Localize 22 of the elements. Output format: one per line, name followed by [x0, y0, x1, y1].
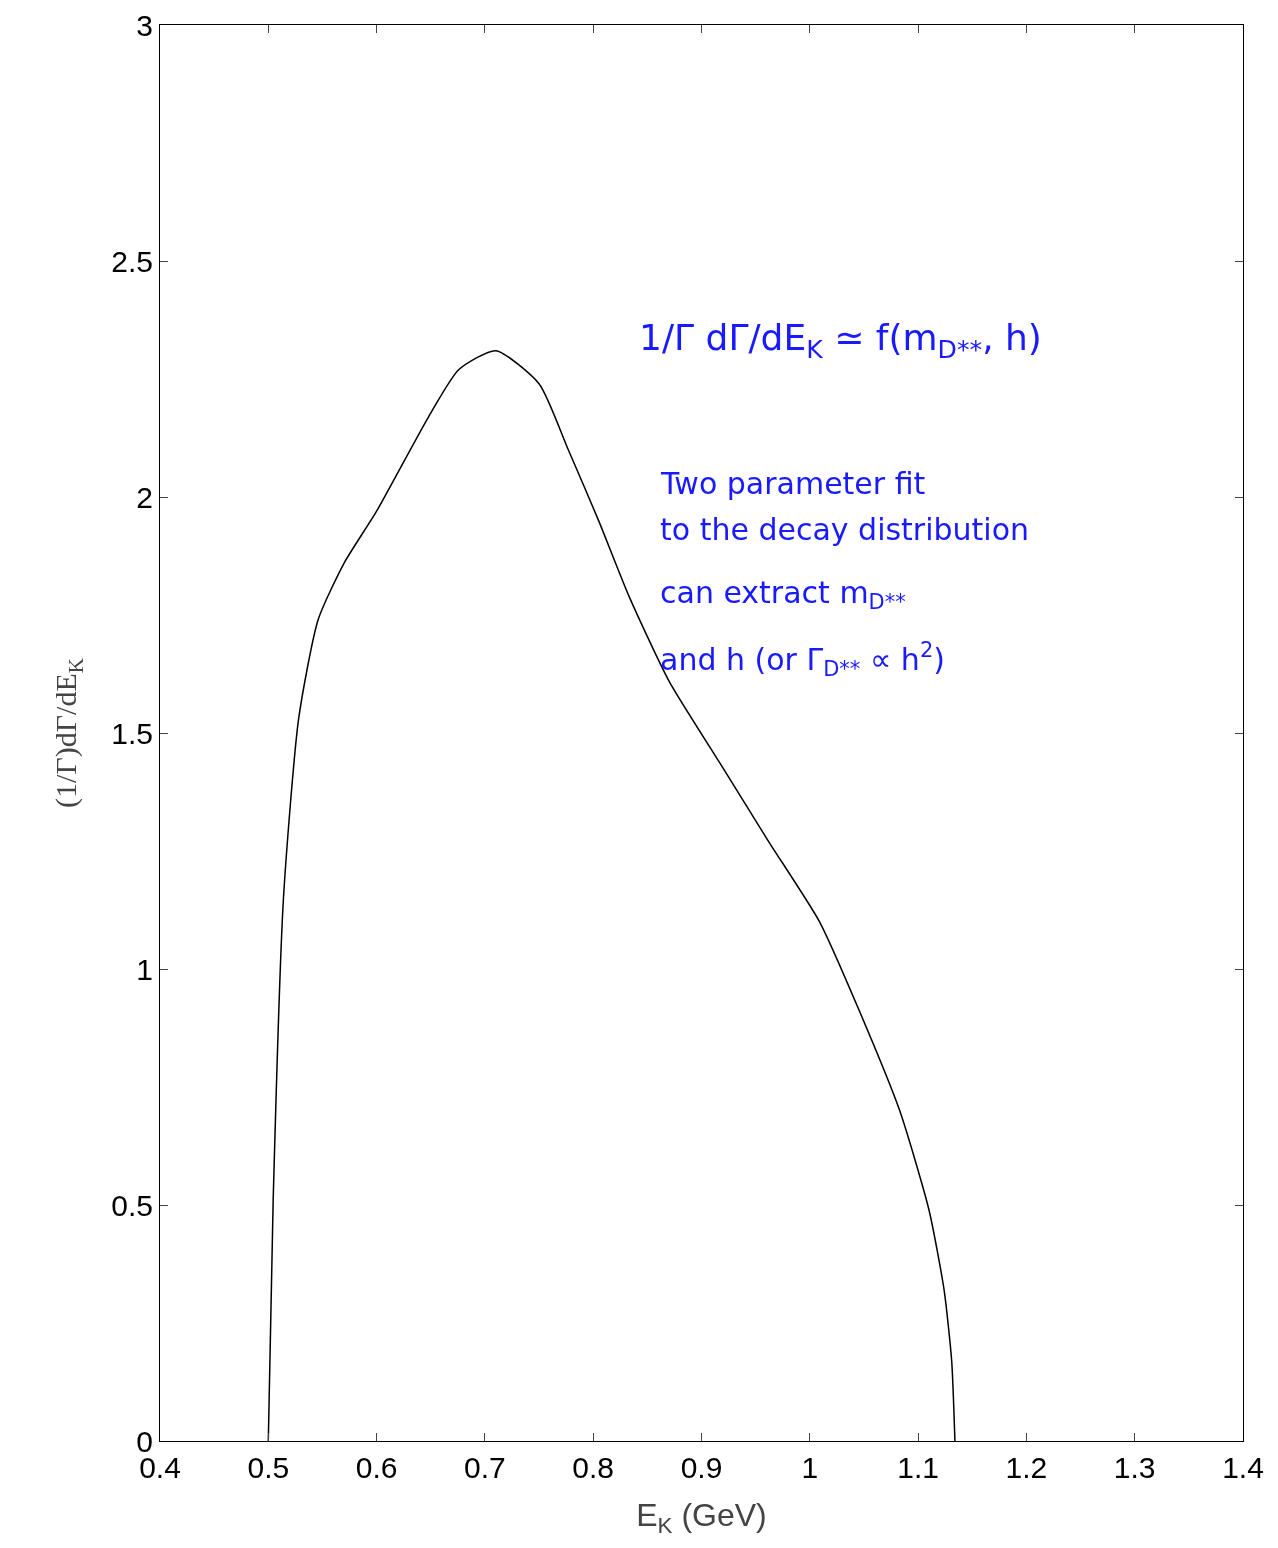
x-tick-label: 1.2 — [1005, 1451, 1048, 1484]
x-tick-label: 1.1 — [897, 1451, 939, 1484]
x-axis-title: E$_{K}$ (GeV) — [636, 1496, 767, 1538]
y-tick-label: 0.5 — [111, 1188, 153, 1222]
x-tick-label: 1.3 — [1113, 1451, 1156, 1484]
x-tick-label: 0.6 — [355, 1451, 398, 1484]
y-tick-label: 1.5 — [111, 716, 153, 750]
y-tick-label: 1 — [136, 952, 153, 986]
y-tick-label: 3 — [136, 8, 153, 42]
annotation: 1/Γ dΓ/dE$_{K}$ ≃ f(m$_{D**}$, h) — [639, 317, 1042, 364]
y-tick-label: 2 — [136, 480, 153, 514]
annotation: Two parameter fit — [660, 466, 926, 501]
x-tick-label: 0.9 — [680, 1451, 723, 1484]
x-tick-label: 0.7 — [464, 1451, 506, 1484]
x-tick-label: 0.8 — [572, 1451, 615, 1484]
x-tick-label: 1.4 — [1222, 1451, 1264, 1484]
annotation: can extract m$_{D**}$ — [660, 575, 906, 615]
y-tick-label: 2.5 — [111, 244, 153, 278]
x-tick-label: 0.5 — [247, 1451, 290, 1484]
annotation: to the decay distribution — [660, 512, 1030, 547]
annotation: and h (or Γ$_{D**}$ ∝ h$^{2}$) — [660, 638, 945, 681]
x-tick-label: 1 — [801, 1451, 819, 1484]
